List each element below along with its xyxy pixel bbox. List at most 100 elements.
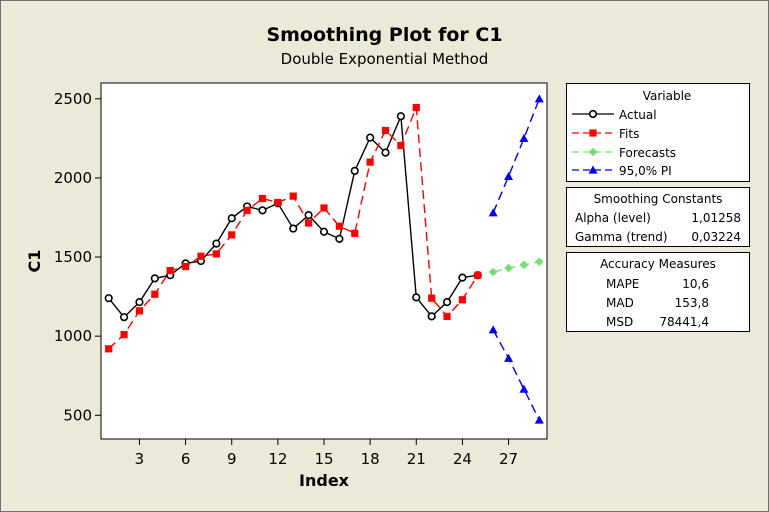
x-tick-label: 3 (135, 450, 145, 468)
data-point (488, 267, 498, 277)
data-point (335, 234, 344, 243)
data-point (519, 260, 529, 270)
axes: 3 6 9 12 15 18 21 24 27 500 1000 1500 2000 2500 (54, 90, 518, 468)
series-square (105, 103, 482, 353)
mape-value: 10,6 (682, 277, 709, 291)
gamma-label: Gamma (trend) (575, 230, 668, 244)
legend-label: Fits (619, 127, 640, 141)
data-point (212, 250, 220, 258)
series-triangle (488, 325, 544, 424)
y-tick-label: 1000 (54, 327, 92, 345)
legend-heading: Variable (642, 89, 692, 103)
data-point (228, 231, 236, 239)
series-triangle (488, 94, 544, 217)
series-diamond (488, 257, 544, 277)
alpha-value: 1,01258 (691, 211, 741, 225)
data-point (104, 294, 113, 303)
data-point (534, 415, 544, 424)
data-point (119, 313, 129, 322)
legend-item-fits: Fits (567, 125, 749, 143)
smoothing-constants-panel: Smoothing Constants Alpha (level) 1,0125… (566, 187, 750, 247)
msd-value: 78441,4 (659, 315, 709, 329)
x-tick-label: 9 (227, 450, 237, 468)
data-point (135, 298, 144, 307)
data-point (504, 171, 514, 180)
data-point (243, 206, 251, 214)
data-point (443, 312, 451, 320)
fits-line-symbol-icon (572, 129, 614, 137)
chart-subtitle: Double Exponential Method (280, 50, 489, 68)
data-point (519, 384, 529, 393)
y-axis-label: C1 (25, 250, 44, 273)
legend-marker (588, 147, 598, 157)
data-point (458, 296, 467, 304)
data-point (319, 227, 329, 236)
data-point (289, 224, 298, 233)
series-line (492, 261, 540, 273)
data-point (350, 166, 359, 175)
data-point (396, 112, 405, 121)
legend-label: 95,0% PI (619, 164, 672, 178)
data-point (442, 298, 452, 307)
data-point (151, 290, 159, 298)
data-point (366, 133, 375, 142)
data-point (504, 353, 514, 362)
data-point (320, 204, 328, 212)
data-point (381, 126, 390, 135)
mad-label: MAD (606, 296, 634, 310)
data-point (135, 307, 144, 315)
data-point (335, 222, 343, 230)
x-tick-label: 27 (499, 450, 518, 468)
data-point (304, 211, 313, 220)
data-point (120, 330, 128, 339)
legend-item-pi: 95,0% PI (567, 162, 749, 180)
data-point (150, 274, 159, 283)
y-tick-label: 2500 (54, 90, 92, 108)
plot-area (100, 82, 548, 440)
data-point (488, 325, 498, 334)
data-point (519, 133, 529, 142)
legend-label: Forecasts (619, 146, 677, 160)
y-tick-label: 2000 (54, 169, 92, 187)
accuracy-measures-panel: Accuracy Measures MAPE 10,6 MAD 153,8 MS… (566, 252, 750, 332)
data-point (366, 158, 374, 166)
x-tick-label: 18 (361, 450, 380, 468)
x-tick-label: 6 (181, 450, 191, 468)
data-point (258, 206, 267, 215)
mad-value: 153,8 (674, 296, 709, 310)
data-point (412, 293, 421, 302)
data-point (534, 94, 544, 103)
data-point (397, 141, 405, 150)
legend-marker (588, 109, 598, 119)
actual-line-symbol-icon (572, 109, 614, 119)
alpha-label: Alpha (level) (575, 211, 651, 225)
msd-label: MSD (606, 315, 634, 329)
data-point (305, 219, 313, 227)
data-point (535, 257, 544, 267)
data-point (227, 214, 236, 223)
data-point (181, 262, 190, 271)
data-point (458, 273, 467, 282)
legend: Variable Actual Fits Forecasts 95,0% PI (566, 83, 750, 182)
data-point (289, 192, 297, 200)
gamma-value: 0,03224 (691, 230, 741, 244)
series-layer (104, 94, 544, 424)
data-point (258, 194, 267, 203)
data-point (105, 345, 113, 353)
data-point (412, 103, 420, 112)
data-point (197, 252, 205, 260)
mape-label: MAPE (606, 277, 640, 291)
pi-line-symbol-icon (572, 165, 614, 174)
y-tick-label: 1500 (54, 248, 92, 266)
series-line (492, 98, 540, 214)
x-tick-label: 12 (268, 450, 287, 468)
forecasts-line-symbol-icon (572, 147, 614, 157)
data-point (351, 229, 359, 237)
x-tick-label: 21 (407, 450, 426, 468)
legend-item-forecasts: Forecasts (567, 144, 749, 162)
smoothing-constants-heading: Smoothing Constants (593, 192, 723, 206)
data-point (212, 239, 221, 248)
data-point (166, 266, 174, 275)
legend-item-actual: Actual (567, 106, 749, 124)
